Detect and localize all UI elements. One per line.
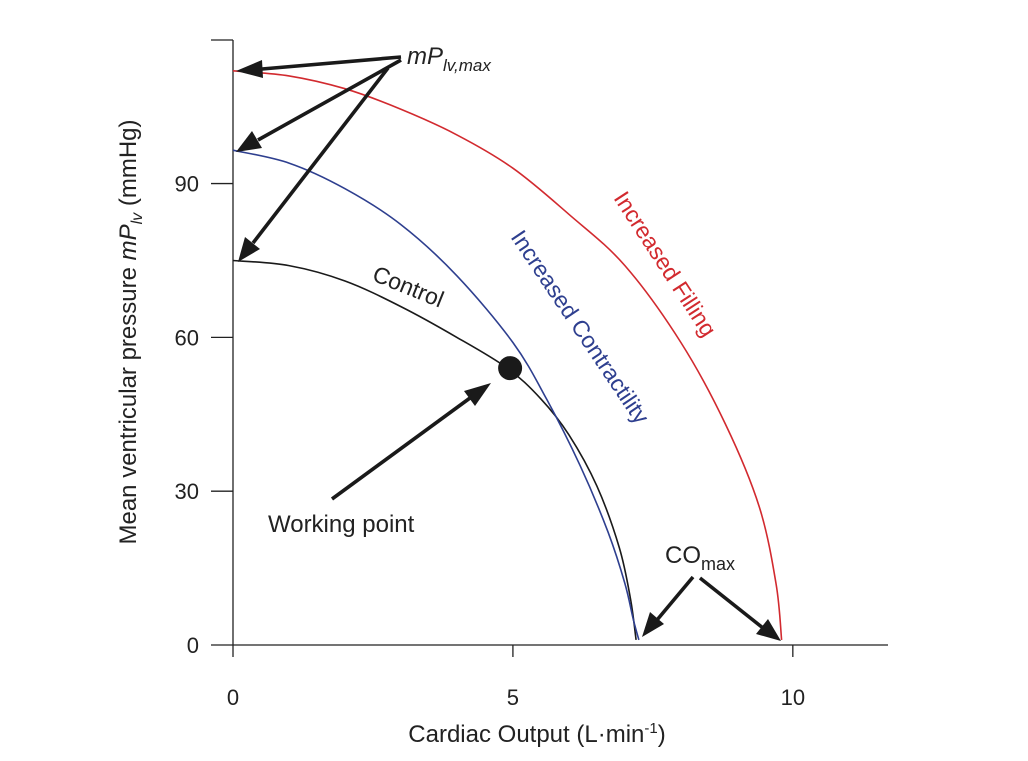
axes xyxy=(232,40,888,646)
x-tick-label: 5 xyxy=(507,685,519,710)
working-point-label: Working point xyxy=(268,511,415,538)
arrowhead-working-point xyxy=(464,383,491,406)
comax-arrows xyxy=(642,575,781,641)
arrowhead-filling-max xyxy=(236,60,263,78)
y-axis-title: Mean ventricular pressure mPlv (mmHg) xyxy=(115,119,146,544)
mplv-max-label: mPlv,max xyxy=(407,43,491,75)
y-tick-label: 0 xyxy=(187,633,199,658)
curve-label-control: Control xyxy=(369,261,447,313)
mplv-max-arrows xyxy=(236,55,402,262)
x-tick-label: 10 xyxy=(781,685,805,710)
y-tick-label: 60 xyxy=(175,325,199,350)
arrowhead-control-max xyxy=(238,237,260,262)
comax-label: COmax xyxy=(665,542,735,574)
curve-label-increased-contractility: Increased Contractility xyxy=(506,225,655,429)
arrow-to-contractility-max xyxy=(257,58,402,142)
ticks xyxy=(211,39,794,657)
series-control xyxy=(232,259,637,641)
arrow-to-working-point xyxy=(330,396,472,501)
arrowhead-contractility-max xyxy=(236,131,262,152)
arrow-to-control-comax xyxy=(655,575,695,622)
arrow-to-control-max xyxy=(251,66,390,245)
working-point-marker xyxy=(498,356,523,381)
arrowhead-control-comax xyxy=(642,612,664,637)
x-tick-label: 0 xyxy=(227,685,239,710)
arrow-to-filling-comax xyxy=(698,576,765,630)
y-tick-label: 90 xyxy=(175,172,199,197)
tick-labels: 0 5 10 0 30 60 90 xyxy=(175,172,806,710)
arrow-to-filling-max xyxy=(261,55,402,71)
working-point-arrow xyxy=(330,383,491,501)
y-tick-label: 30 xyxy=(175,479,199,504)
arrowhead-filling-comax xyxy=(756,619,781,641)
series-increased-contractility xyxy=(232,149,640,641)
x-axis-title: Cardiac Output (L·min-1) xyxy=(408,720,665,748)
